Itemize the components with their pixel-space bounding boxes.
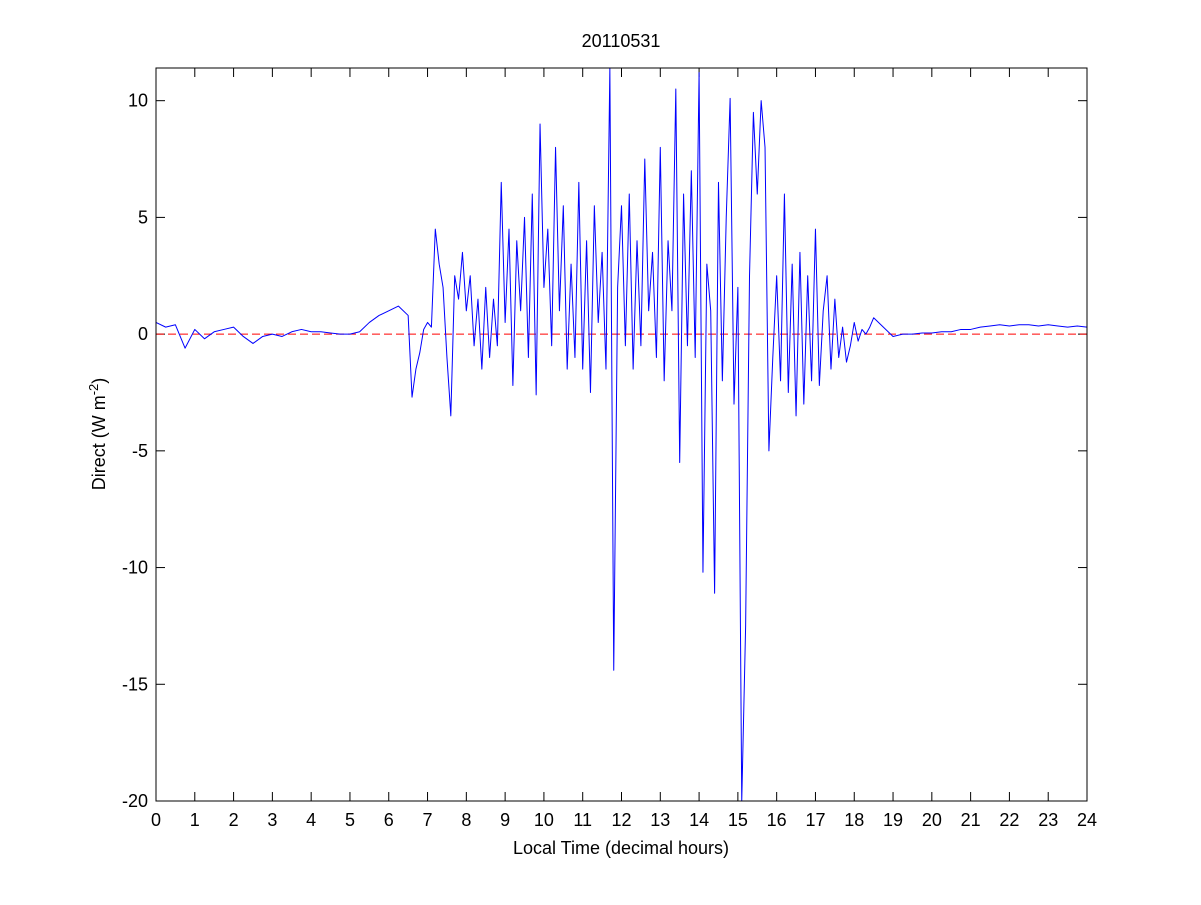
x-tick-label: 15 bbox=[728, 810, 748, 830]
x-tick-label: 9 bbox=[500, 810, 510, 830]
x-axis-label: Local Time (decimal hours) bbox=[513, 838, 729, 858]
x-tick-label: 8 bbox=[461, 810, 471, 830]
x-tick-label: 5 bbox=[345, 810, 355, 830]
y-tick-label: 5 bbox=[138, 207, 148, 227]
x-tick-label: 24 bbox=[1077, 810, 1097, 830]
x-tick-label: 21 bbox=[961, 810, 981, 830]
x-tick-label: 12 bbox=[611, 810, 631, 830]
x-tick-label: 4 bbox=[306, 810, 316, 830]
x-tick-label: 0 bbox=[151, 810, 161, 830]
y-tick-label: -5 bbox=[132, 441, 148, 461]
x-tick-label: 20 bbox=[922, 810, 942, 830]
y-tick-label: 10 bbox=[128, 91, 148, 111]
y-axis-label: Direct (W m-2) bbox=[86, 378, 109, 491]
x-tick-label: 22 bbox=[999, 810, 1019, 830]
y-tick-label: -15 bbox=[122, 674, 148, 694]
y-axis-label-text: Direct (W m bbox=[89, 395, 109, 490]
x-tick-label: 17 bbox=[805, 810, 825, 830]
chart-title: 20110531 bbox=[582, 31, 661, 51]
x-tick-label: 6 bbox=[384, 810, 394, 830]
x-tick-label: 10 bbox=[534, 810, 554, 830]
y-tick-label: -20 bbox=[122, 791, 148, 811]
x-tick-label: 18 bbox=[844, 810, 864, 830]
x-tick-label: 16 bbox=[767, 810, 787, 830]
x-tick-label: 7 bbox=[423, 810, 433, 830]
x-tick-label: 19 bbox=[883, 810, 903, 830]
x-tick-label: 14 bbox=[689, 810, 709, 830]
y-axis-label-superscript: -2 bbox=[86, 384, 101, 396]
y-axis-label-suffix: ) bbox=[89, 378, 109, 384]
x-tick-label: 2 bbox=[229, 810, 239, 830]
data-line bbox=[156, 68, 1087, 801]
x-tick-label: 23 bbox=[1038, 810, 1058, 830]
y-tick-label: -10 bbox=[122, 558, 148, 578]
x-tick-label: 3 bbox=[267, 810, 277, 830]
x-tick-label: 1 bbox=[190, 810, 200, 830]
y-tick-label: 0 bbox=[138, 324, 148, 344]
x-tick-label: 13 bbox=[650, 810, 670, 830]
plot-frame bbox=[155, 67, 1088, 802]
x-tick-label: 11 bbox=[573, 810, 592, 830]
